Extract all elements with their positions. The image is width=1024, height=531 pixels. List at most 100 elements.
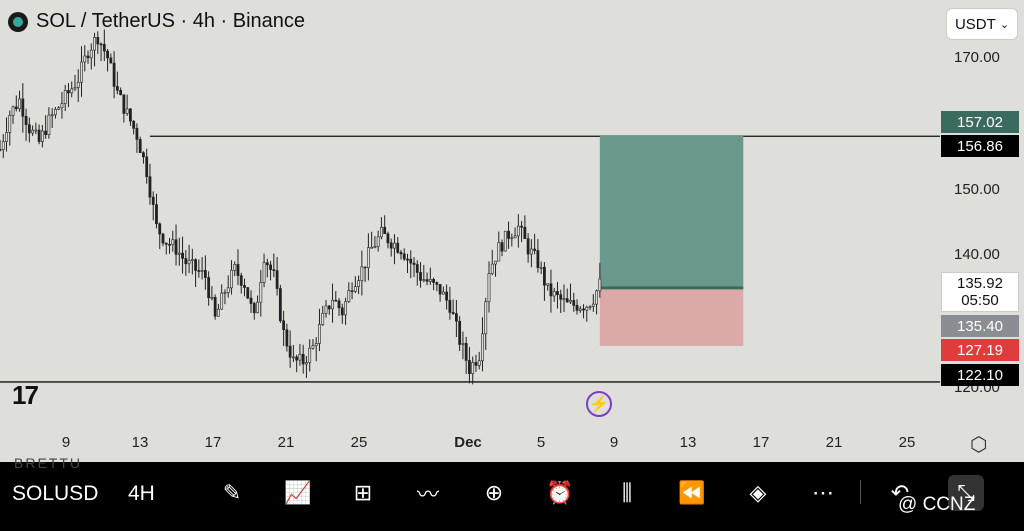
candle-body: [464, 343, 468, 361]
candle-body: [441, 291, 445, 295]
candle-body: [236, 264, 240, 276]
toolbar-divider: [860, 480, 861, 504]
stop-price-tag: 127.19: [941, 339, 1019, 361]
more-icon[interactable]: ⋯: [812, 480, 834, 505]
candle-body: [516, 225, 520, 237]
candle-body: [314, 343, 318, 346]
candle-body: [321, 313, 325, 325]
candle-body: [311, 345, 315, 349]
trend-lines-icon[interactable]: 〰: [416, 482, 439, 507]
y-axis-tick: 170.00: [954, 49, 1000, 66]
candle-body: [533, 248, 537, 251]
x-axis-tick: 13: [131, 434, 149, 451]
candle-body: [220, 292, 224, 310]
candle-body: [595, 290, 598, 305]
candle-body: [350, 290, 354, 292]
candle-body: [119, 90, 123, 96]
candle-body: [591, 303, 595, 307]
y-axis-tick: 140.00: [954, 246, 1000, 263]
candle-body: [546, 283, 550, 286]
candle-body: [34, 129, 38, 132]
candle-body: [578, 308, 582, 311]
candle-body: [288, 345, 292, 358]
candle-body: [161, 233, 165, 244]
candle-body: [145, 156, 149, 177]
chart-title-bar[interactable]: SOL / TetherUS · 4h · Binance: [8, 10, 305, 33]
candle-body: [318, 324, 321, 344]
candle-body: [158, 223, 162, 235]
x-axis-tick: 21: [825, 434, 843, 451]
candle-body: [47, 114, 51, 136]
candle-body: [468, 360, 471, 374]
candle-body: [301, 353, 305, 365]
candle-body: [1, 141, 5, 150]
candle-body: [370, 246, 374, 249]
alarm-icon[interactable]: ⏰: [546, 480, 574, 505]
settings-hexagon-icon[interactable]: ⬡: [970, 434, 988, 456]
candle-body: [252, 303, 256, 314]
candle-body: [129, 108, 132, 122]
candle-body: [115, 86, 119, 91]
candle-body: [454, 313, 458, 322]
candle-body: [174, 239, 178, 255]
candle-body: [340, 307, 344, 316]
candle-body: [347, 290, 351, 302]
candle-body: [213, 296, 217, 317]
candle-body: [523, 226, 527, 239]
currency-dropdown[interactable]: USDT ⌄: [946, 8, 1018, 40]
candle-body: [83, 55, 87, 63]
candle-body: [282, 320, 286, 330]
candle-body: [305, 362, 308, 365]
candle-body: [510, 237, 514, 240]
lightning-icon[interactable]: ⚡: [586, 391, 612, 417]
indicators-icon[interactable]: 📈: [284, 480, 312, 505]
tradingview-logo[interactable]: 17: [12, 380, 39, 410]
layout-grid-icon[interactable]: ⊞: [353, 480, 373, 505]
layers-icon[interactable]: ◈: [749, 480, 767, 505]
candle-body: [494, 260, 497, 265]
candle-body: [448, 299, 452, 313]
candle-body: [471, 362, 475, 374]
candle-body: [513, 235, 517, 239]
x-axis-tick: 17: [204, 434, 222, 451]
profit-zone: [599, 135, 744, 288]
candle-body: [207, 277, 211, 299]
candle-body: [96, 36, 100, 45]
collapse-icon[interactable]: ⤡: [948, 475, 984, 511]
candle-body: [298, 353, 302, 361]
add-icon[interactable]: ⊕: [484, 480, 504, 505]
replay-icon[interactable]: ⏪: [678, 480, 706, 505]
candle-body: [210, 296, 214, 299]
candle-body: [438, 284, 442, 295]
candle-body: [148, 176, 152, 198]
candle-body: [89, 49, 93, 59]
candle-body: [539, 266, 543, 269]
symbol-selector[interactable]: SOLUSD: [12, 482, 99, 505]
pen-icon[interactable]: ✎: [222, 480, 242, 505]
candle-body: [37, 129, 41, 142]
candle-body: [399, 252, 403, 255]
chart-area[interactable]: SOL / TetherUS · 4h · Binance USDT ⌄ 170…: [0, 0, 1024, 462]
current-price: 135.92: [957, 275, 1003, 292]
candle-body: [425, 279, 429, 282]
candle-body: [543, 266, 546, 286]
candle-body: [481, 333, 484, 362]
interval-selector[interactable]: 4H: [128, 482, 155, 505]
candle-body: [21, 98, 25, 117]
candle-body: [337, 300, 341, 309]
candle-body: [27, 124, 31, 134]
undo-icon[interactable]: ↶: [890, 480, 910, 505]
candle-body: [200, 270, 204, 272]
candle-body: [406, 258, 409, 261]
candle-body: [565, 298, 569, 303]
candle-body: [458, 320, 462, 345]
candle-body: [151, 196, 155, 205]
candle-body: [63, 90, 67, 104]
candles-icon[interactable]: ⫼: [621, 480, 633, 505]
candle-body: [428, 279, 432, 282]
candle-body: [112, 62, 116, 87]
chevron-down-icon: ⌄: [999, 18, 1010, 31]
price-chart[interactable]: [0, 0, 940, 462]
x-axis-tick: 21: [277, 434, 295, 451]
candle-body: [70, 88, 74, 94]
